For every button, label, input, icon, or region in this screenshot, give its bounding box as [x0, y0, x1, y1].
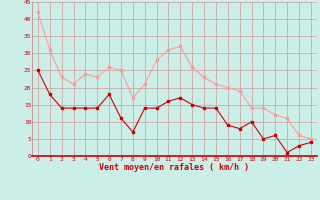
X-axis label: Vent moyen/en rafales ( km/h ): Vent moyen/en rafales ( km/h ) — [100, 163, 249, 172]
